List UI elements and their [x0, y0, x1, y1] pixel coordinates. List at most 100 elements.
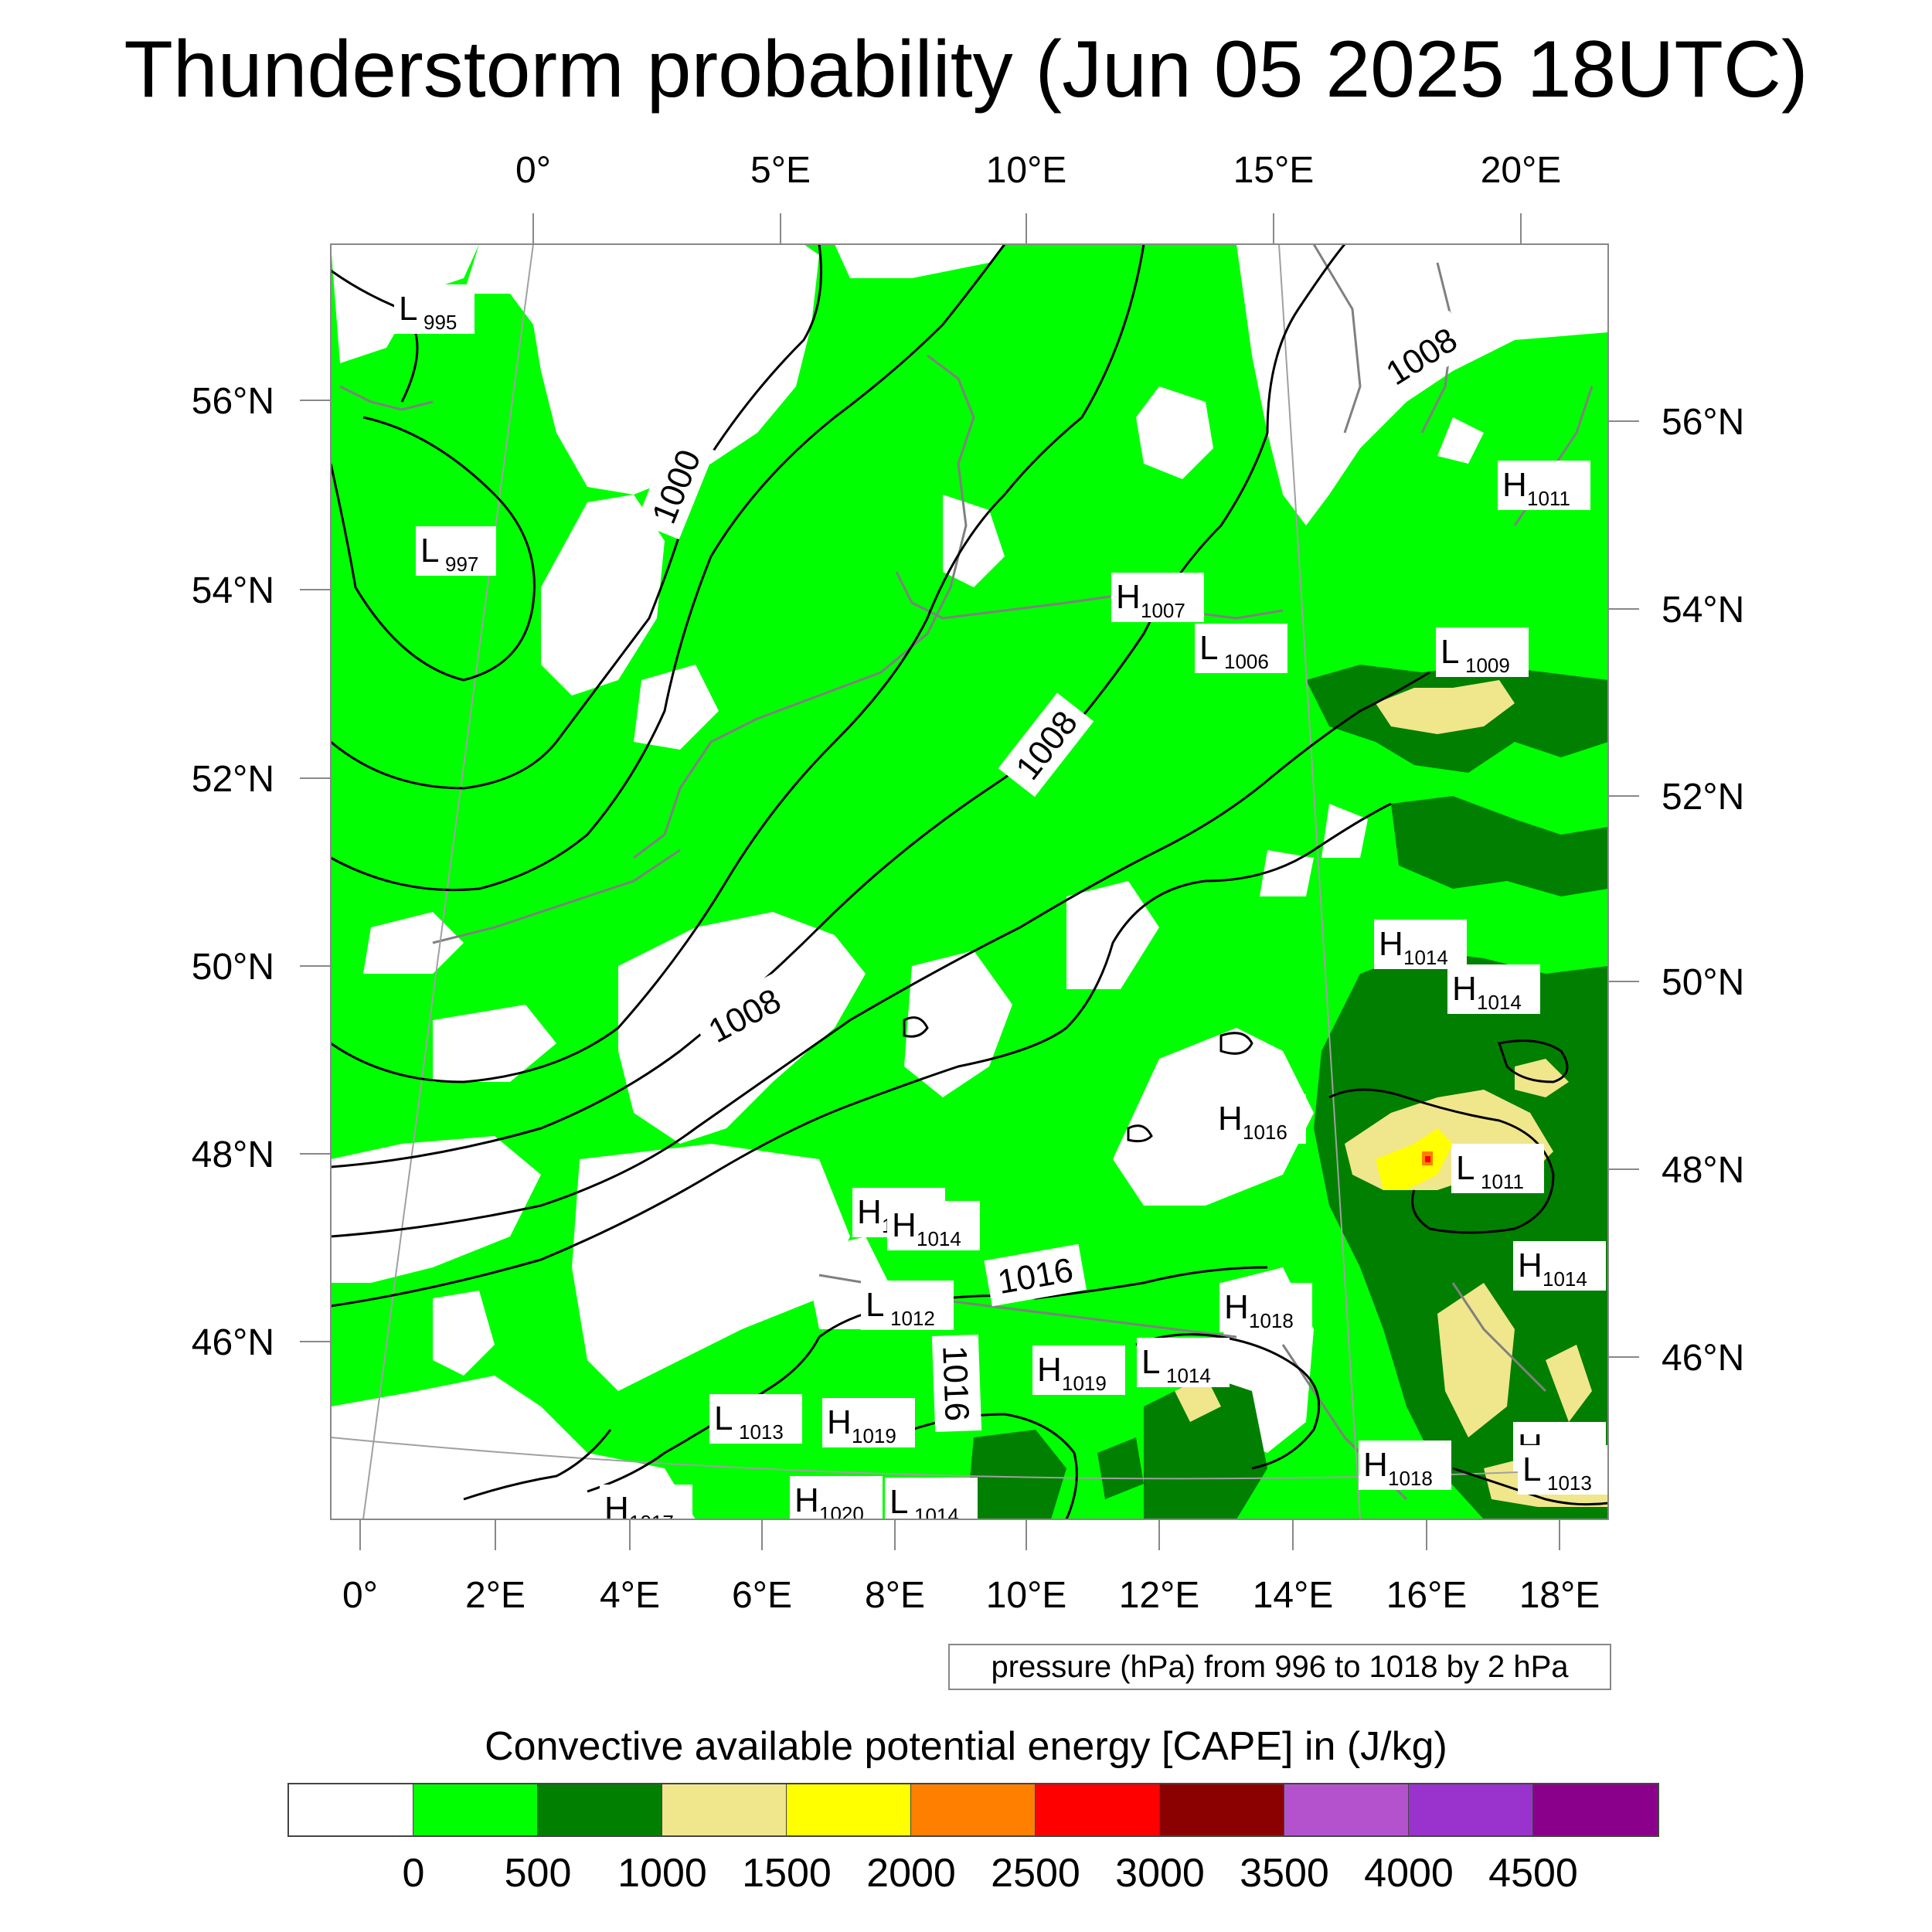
pressure-center-value: 1014	[1403, 946, 1448, 969]
pressure-center-letter: H	[1037, 1351, 1062, 1389]
pressure-center-value: 1019	[1062, 1372, 1107, 1395]
low-pressure-center: L 1011	[1451, 1144, 1544, 1193]
pressure-center-value: 1013	[1547, 1471, 1592, 1495]
bottom-tick-label: 8°E	[865, 1575, 925, 1616]
colorbar-tick-label: 4500	[1488, 1851, 1578, 1896]
cape-1500-2000-areas	[1376, 1128, 1453, 1190]
high-pressure-center: H 1019	[822, 1398, 915, 1447]
bottom-tick-label: 10°E	[986, 1575, 1067, 1616]
colorbar-segment	[1284, 1784, 1409, 1835]
pressure-center-letter: L	[714, 1400, 733, 1437]
low-pressure-center: L 997	[416, 526, 496, 576]
pressure-center-value: 1012	[890, 1307, 935, 1330]
pressure-center-letter: H	[1502, 466, 1527, 504]
left-tick-label: 46°N	[192, 1322, 274, 1363]
pressure-center-value: 1006	[1224, 650, 1269, 673]
colorbar-tick-label: 1500	[742, 1851, 832, 1896]
colorbar-tick-label: 3000	[1115, 1851, 1205, 1896]
pressure-center-letter: H	[892, 1206, 917, 1244]
pressure-center-letter: H	[1218, 1100, 1243, 1138]
colorbar-tick-label: 4000	[1364, 1851, 1454, 1896]
pressure-center-value: 1017	[629, 1511, 674, 1534]
pressure-center-value: 1016	[1243, 1121, 1287, 1144]
colorbar-tick-label: 500	[504, 1851, 572, 1896]
high-pressure-center: H 1018	[1219, 1283, 1312, 1332]
colorbar	[287, 1783, 1659, 1837]
colorbar-segment	[787, 1784, 911, 1835]
pressure-contour-note: pressure (hPa) from 996 to 1018 by 2 hPa	[948, 1644, 1611, 1690]
pressure-center-value: 1009	[1465, 654, 1510, 677]
colorbar-tick-label: 3500	[1240, 1851, 1329, 1896]
top-tick-label: 0°	[515, 150, 551, 191]
pressure-center-letter: H	[1224, 1288, 1249, 1326]
colorbar-segment	[289, 1784, 413, 1835]
right-tick-label: 52°N	[1662, 777, 1744, 818]
pressure-center-value: 1014	[1166, 1364, 1211, 1387]
left-tick-label: 52°N	[192, 759, 274, 800]
pressure-center-value: 997	[445, 553, 478, 576]
top-axis-labels: 0° 5°E 10°E 15°E 20°E	[515, 150, 1561, 191]
right-tick-label: 50°N	[1662, 962, 1744, 1003]
low-pressure-center: L 1006	[1195, 624, 1287, 673]
top-tick-label: 15°E	[1233, 150, 1315, 191]
pressure-center-value: 1019	[852, 1424, 896, 1447]
high-pressure-center: H 1020	[790, 1476, 883, 1526]
left-axis-labels: 56°N 54°N 52°N 50°N 48°N 46°N	[192, 381, 274, 1363]
low-pressure-center: L 995	[394, 284, 474, 334]
pressure-center-letter: L	[420, 532, 439, 570]
colorbar-tick-labels: 0 500 1000 1500 2000 2500 3000 3500 4000 4500	[0, 1849, 1932, 1903]
pressure-center-letter: H	[1363, 1446, 1388, 1484]
pressure-center-letter: H	[794, 1481, 819, 1519]
colorbar-segment	[1533, 1784, 1658, 1835]
isobar-label: 1016	[931, 1334, 982, 1432]
high-pressure-center: H 1016	[1213, 1094, 1306, 1144]
colorbar-segment	[662, 1784, 787, 1835]
high-pressure-center: H 1018	[1359, 1440, 1451, 1490]
pressure-center-letter: H	[1518, 1247, 1543, 1284]
pressure-center-value: 1014	[914, 1504, 959, 1527]
colorbar-tick-label: 1000	[617, 1851, 707, 1896]
bottom-tick-label: 12°E	[1119, 1575, 1200, 1616]
pressure-center-letter: L	[889, 1483, 908, 1521]
pressure-center-value: 1020	[819, 1502, 864, 1526]
pressure-center-letter: H	[1116, 578, 1141, 616]
pressure-center-value: 1014	[1477, 991, 1522, 1014]
cape-field: 1000 1008 1008 1008 1016 1016	[331, 244, 1608, 1534]
pressure-center-value: 1018	[1388, 1467, 1433, 1490]
pressure-center-value: 1011	[1481, 1170, 1524, 1193]
isobar-label-text: 1016	[935, 1345, 975, 1422]
low-pressure-center: L 1012	[861, 1281, 954, 1330]
pressure-center-letter: H	[1379, 925, 1403, 963]
right-tick-label: 54°N	[1662, 590, 1744, 631]
pressure-center-value: 1007	[1141, 599, 1185, 622]
bottom-tick-label: 18°E	[1519, 1575, 1600, 1616]
pressure-center-letter: H	[604, 1490, 629, 1528]
right-tick-label: 46°N	[1662, 1338, 1744, 1379]
pressure-center-letter: H	[827, 1403, 852, 1441]
right-tick-label: 48°N	[1662, 1150, 1744, 1191]
bottom-tick-label: 14°E	[1253, 1575, 1334, 1616]
bottom-tick-label: 4°E	[600, 1575, 660, 1616]
top-tick-label: 10°E	[986, 150, 1067, 191]
low-pressure-center: L 1014	[1137, 1338, 1230, 1387]
bottom-tick-label: 6°E	[732, 1575, 792, 1616]
left-tick-label: 48°N	[192, 1134, 274, 1175]
colorbar-segment	[538, 1784, 662, 1835]
pressure-center-letter: L	[866, 1286, 884, 1324]
bottom-tick-label: 0°	[342, 1575, 378, 1616]
bottom-tick-label: 16°E	[1386, 1575, 1468, 1616]
pressure-center-value: 995	[423, 311, 457, 334]
bottom-tick-label: 2°E	[465, 1575, 526, 1616]
low-pressure-center: L 1014	[885, 1478, 978, 1527]
pressure-center-letter: L	[1456, 1149, 1475, 1187]
top-ticks	[532, 213, 1522, 244]
high-pressure-center: H 1011	[1498, 461, 1590, 510]
map-title: Thunderstorm probability (Jun 05 2025 18…	[124, 25, 1808, 114]
right-tick-label: 56°N	[1662, 402, 1744, 443]
pressure-center-letter: L	[1440, 633, 1459, 671]
right-axis-labels: 56°N 54°N 52°N 50°N 48°N 46°N	[1662, 402, 1744, 1379]
pressure-center-letter: H	[1452, 970, 1477, 1008]
